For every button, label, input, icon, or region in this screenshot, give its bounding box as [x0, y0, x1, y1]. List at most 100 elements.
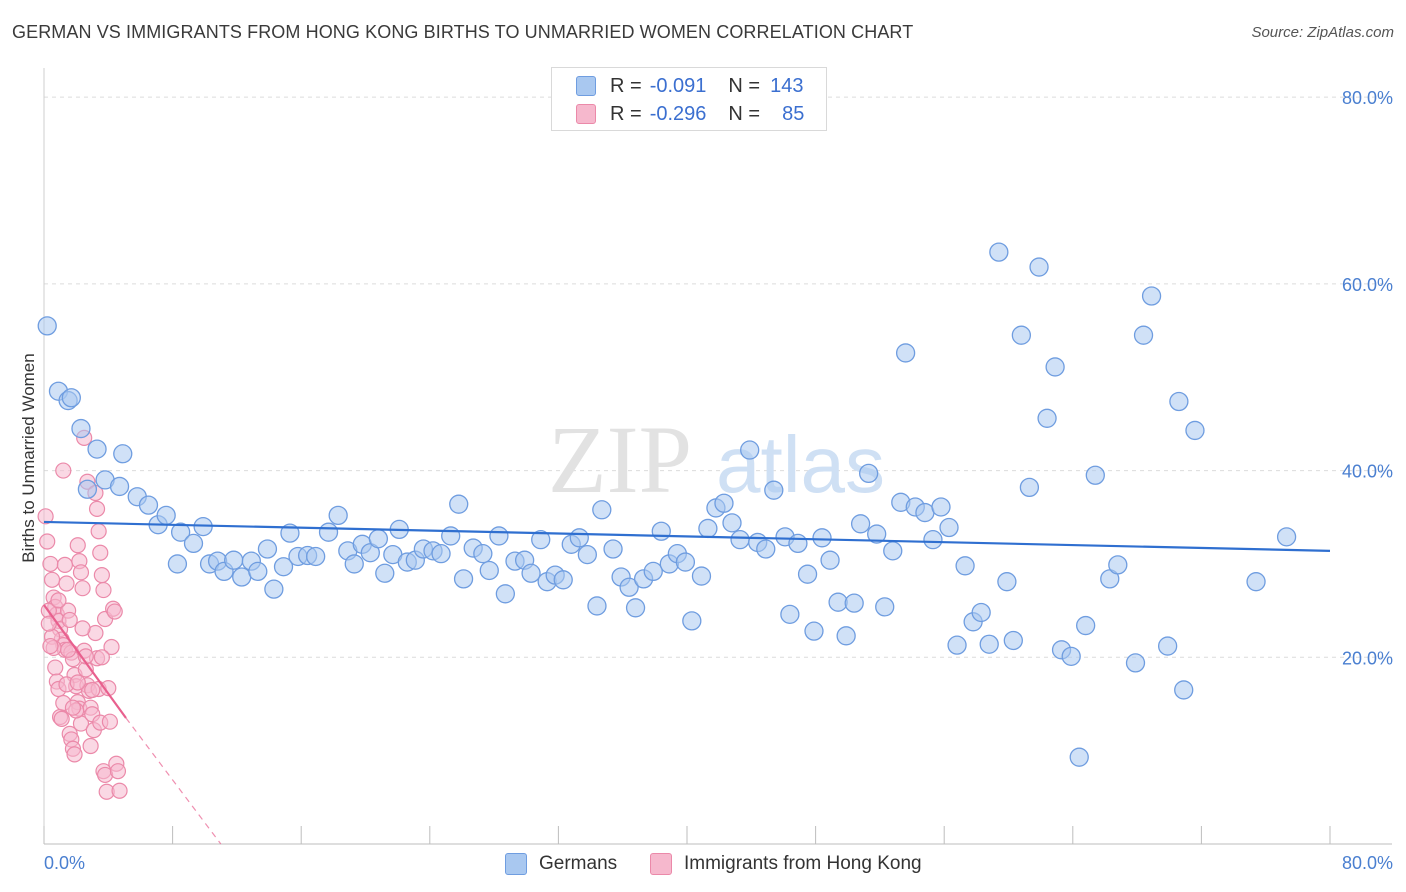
germans-point	[603, 539, 623, 559]
hongkong-point	[53, 710, 70, 728]
germans-point	[1108, 555, 1128, 575]
germans-point	[1141, 286, 1162, 306]
hongkong-point	[50, 592, 67, 609]
hongkong-point	[92, 544, 109, 561]
germans-point	[1037, 408, 1057, 428]
germans-point	[989, 242, 1009, 262]
germans-point	[1125, 653, 1146, 673]
germans-point	[939, 517, 959, 538]
germans-point	[264, 579, 284, 599]
bottom-legend-germans: Germans	[505, 852, 617, 876]
y-tick-label: 60.0%	[1342, 275, 1393, 295]
legend-n-value: 85	[782, 102, 805, 125]
hongkong-point	[69, 537, 86, 554]
legend-row-hongkong: R = -0.296 N = 85	[576, 102, 804, 126]
hongkong-point	[82, 737, 99, 755]
germans-point	[895, 343, 916, 363]
germans-point	[109, 476, 130, 497]
germans-point	[1169, 391, 1189, 412]
germans-point	[71, 418, 91, 439]
germans-point	[858, 463, 879, 484]
germans-point	[1029, 257, 1049, 277]
hongkong-point	[93, 649, 110, 666]
hongkong-point	[42, 637, 59, 655]
hongkong-point	[106, 603, 123, 620]
germans-point	[87, 439, 107, 459]
hongkong-point	[64, 699, 82, 716]
legend-n-value: 143	[770, 74, 804, 97]
germans-point	[698, 518, 718, 539]
germans-point	[625, 598, 646, 618]
germans-point	[1069, 747, 1089, 767]
bottom-legend-label: Immigrants from Hong Kong	[684, 853, 922, 874]
germans-point	[138, 495, 159, 515]
germans-point	[867, 524, 887, 544]
legend-swatch-pink	[576, 104, 596, 124]
germans-point	[489, 526, 509, 546]
germans-point	[531, 530, 551, 550]
germans-point	[1133, 325, 1154, 345]
hongkong-point	[111, 782, 128, 799]
germans-point	[77, 479, 98, 499]
hongkong-points	[37, 429, 128, 800]
germans-point	[224, 550, 244, 570]
germans-point	[344, 554, 364, 574]
hongkong-point	[74, 620, 91, 637]
germans-trend-line	[43, 520, 1331, 552]
watermark: ZIP atlas	[548, 406, 885, 513]
bottom-legend-label: Germans	[539, 853, 618, 874]
germans-point	[306, 546, 326, 567]
germans-point	[828, 592, 848, 612]
germans-point	[1185, 420, 1205, 441]
germans-point	[619, 577, 639, 597]
germans-point	[183, 533, 204, 554]
y-tick-label: 20.0%	[1342, 648, 1393, 668]
germans-point	[844, 593, 864, 613]
axes	[43, 68, 1392, 845]
germans-point	[756, 539, 776, 559]
germans-point	[1019, 477, 1040, 498]
germans-point	[167, 554, 188, 574]
germans-point	[1061, 646, 1081, 667]
bottom-swatch-pink	[650, 853, 672, 875]
germans-point	[1011, 325, 1032, 345]
germans-point	[780, 604, 800, 624]
germans-point	[61, 388, 81, 408]
germans-point	[479, 560, 499, 581]
germans-point	[1045, 357, 1065, 377]
hongkong-point	[88, 500, 106, 517]
germans-point	[1157, 636, 1178, 656]
legend-n-label: N =	[728, 74, 761, 97]
x-tick-label: 0.0%	[44, 853, 85, 873]
germans-point	[971, 602, 991, 623]
hongkong-point	[66, 746, 83, 763]
chart-source: Source: ZipAtlas.com	[1251, 24, 1394, 41]
germans-point	[788, 533, 808, 554]
hongkong-point	[56, 556, 73, 573]
germans-point	[318, 522, 339, 542]
hongkong-trend-extension	[125, 717, 222, 845]
watermark-zip: ZIP	[548, 406, 692, 513]
germans-point	[449, 494, 469, 514]
germans-point	[955, 556, 975, 576]
germans-point	[431, 544, 451, 564]
germans-point	[592, 500, 612, 520]
hongkong-point	[103, 638, 120, 656]
germans-point	[1076, 615, 1096, 636]
legend-swatch-blue	[576, 76, 596, 96]
hongkong-point	[69, 674, 86, 691]
germans-point	[875, 597, 895, 617]
germans-point	[587, 596, 607, 616]
grid-lines	[44, 96, 1392, 658]
germans-point	[569, 528, 589, 548]
germans-point	[453, 569, 474, 589]
germans-point	[764, 480, 784, 500]
germans-point	[441, 526, 461, 546]
germans-point	[1003, 630, 1023, 651]
hongkong-point	[39, 533, 56, 550]
chart-title: GERMAN VS IMMIGRANTS FROM HONG KONG BIRT…	[12, 22, 914, 42]
legend-r-value: -0.296	[649, 102, 707, 125]
hongkong-point	[84, 681, 101, 699]
germans-point	[521, 563, 541, 583]
bottom-swatch-blue	[505, 853, 527, 875]
